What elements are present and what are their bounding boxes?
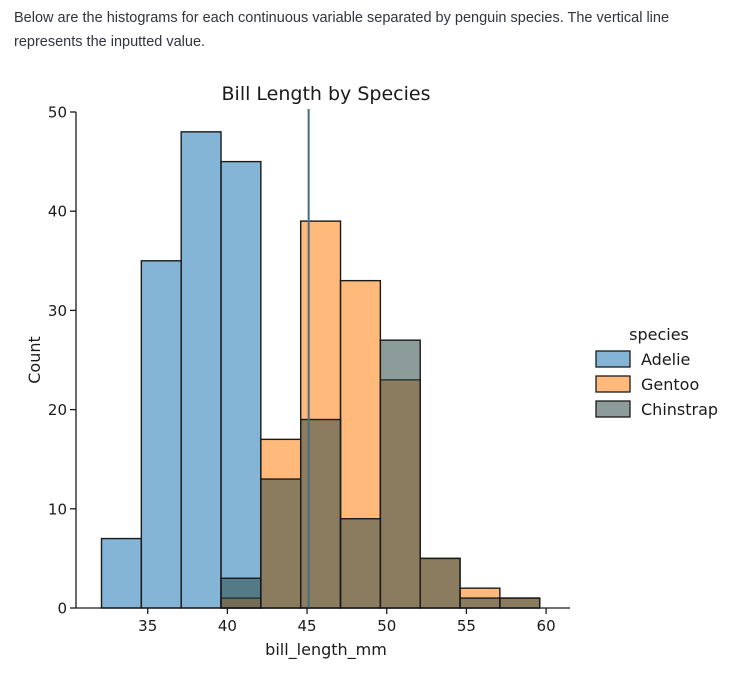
legend-label-adelie: Adelie [641, 350, 690, 369]
bar-chinstrap-9 [459, 597, 501, 609]
bar-adelie-1 [140, 260, 182, 609]
legend-swatch-chinstrap [595, 400, 631, 418]
legend: species Adelie Gentoo Chinstrap [595, 325, 718, 419]
bar-adelie-3 [220, 160, 262, 609]
legend-label-gentoo: Gentoo [641, 375, 699, 394]
y-tick-label-10: 10 [48, 500, 67, 518]
legend-label-chinstrap: Chinstrap [641, 400, 718, 419]
bar-chinstrap-10 [499, 597, 541, 609]
y-tick-label-0: 0 [57, 600, 67, 618]
legend-title: species [629, 325, 689, 344]
legend-swatch-adelie [595, 350, 631, 368]
intro-text: Below are the histograms for each contin… [14, 10, 670, 50]
x-tick-label-60: 60 [537, 617, 556, 635]
bars-group [100, 131, 541, 609]
x-tick-label-40: 40 [218, 617, 237, 635]
y-tick-label-50: 50 [48, 104, 67, 122]
x-tick-label-45: 45 [298, 617, 317, 635]
x-tick-label-35: 35 [138, 617, 157, 635]
bar-adelie-2 [180, 131, 222, 609]
bar-chinstrap-3 [220, 577, 262, 609]
y-tick-label-40: 40 [48, 203, 67, 221]
y-tick-label-30: 30 [48, 302, 67, 320]
y-axis-label: Count [25, 336, 44, 384]
x-tick-label-50: 50 [377, 617, 396, 635]
histogram-chart: Bill Length by Species 0 10 20 30 40 50 35 40 45… [25, 83, 718, 660]
bar-adelie-0 [100, 537, 143, 609]
x-axis-label: bill_length_mm [265, 640, 387, 660]
bar-chinstrap-6 [339, 518, 382, 609]
axes-group: 0 10 20 30 40 50 35 40 45 50 55 60 [48, 104, 570, 635]
bar-chinstrap-5 [299, 418, 342, 609]
bar-chinstrap-8 [419, 557, 461, 609]
legend-swatch-gentoo [595, 375, 631, 393]
y-tick-label-20: 20 [48, 401, 67, 419]
bar-chinstrap-4 [260, 478, 302, 609]
bar-chinstrap-7 [379, 339, 421, 609]
chart-title: Bill Length by Species [222, 83, 431, 105]
x-tick-label-55: 55 [457, 617, 476, 635]
